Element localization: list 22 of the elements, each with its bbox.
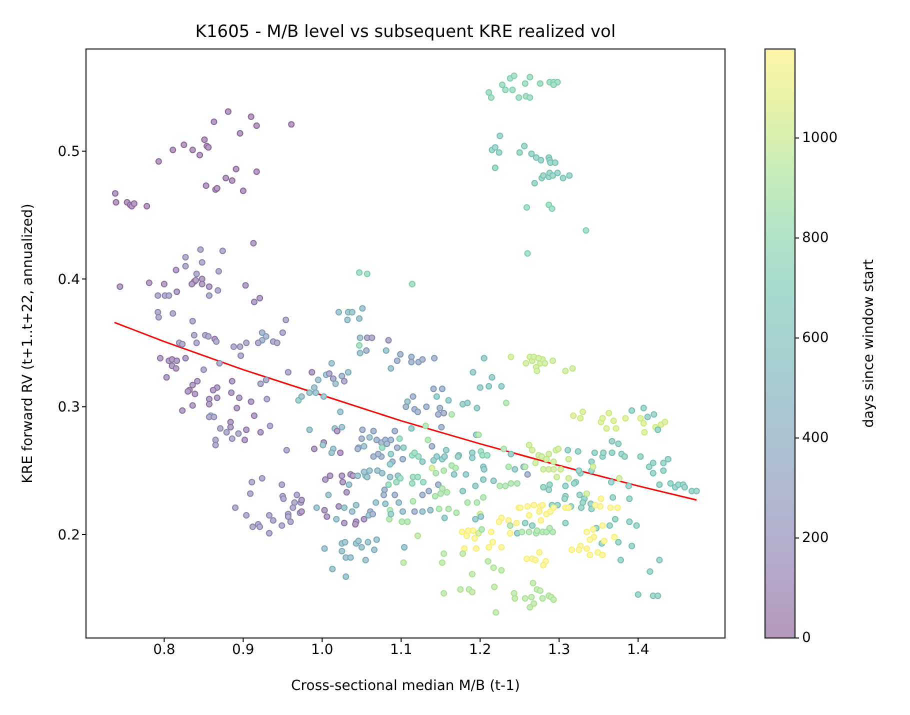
color-bar-title: days since window start (861, 258, 877, 428)
x-tick-label: 1.3 (548, 642, 570, 658)
x-tick-label: 1.4 (626, 642, 650, 658)
y-tick-label: 0.5 (58, 144, 80, 160)
color-bar-label: 400 (802, 430, 829, 446)
x-tick-label: 1.0 (311, 642, 334, 658)
line-series (114, 322, 698, 501)
color-bar-label: 0 (802, 630, 811, 646)
x-axis-title: Cross-sectional median M/B (t-1) (291, 678, 520, 694)
x-tick-label: 1.1 (390, 642, 412, 658)
y-axis-title: KRE forward RV (t+1..t+22, annualized) (20, 204, 36, 484)
x-tick-label: 0.9 (232, 642, 254, 658)
x-tick-label: 0.8 (153, 642, 176, 658)
color-bar-label: 600 (802, 330, 829, 346)
color-bar-label: 1000 (802, 130, 838, 146)
y-tick-label: 0.4 (58, 272, 80, 288)
color-bar-label: 200 (802, 530, 829, 546)
chart-title: K1605 - M/B level vs subsequent KRE realized vol (195, 22, 616, 42)
y-tick-label: 0.3 (58, 400, 80, 416)
x-tick-label: 1.2 (469, 642, 492, 658)
color-bar-label: 800 (802, 230, 829, 246)
y-tick-label: 0.2 (58, 527, 80, 544)
